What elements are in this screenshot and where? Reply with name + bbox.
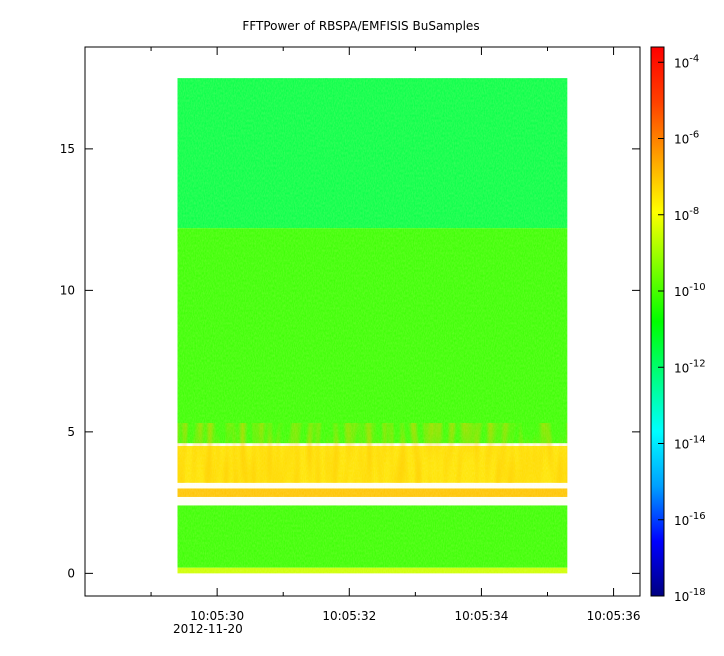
colorbar-tick-label: 10-8 xyxy=(674,206,699,223)
y-tick-label: 10 xyxy=(60,283,75,297)
x-tick-label: 10:05:32 xyxy=(322,609,376,623)
noise-texture xyxy=(177,78,568,574)
colorbar-tick-label: 10-6 xyxy=(674,130,699,147)
colorbar-tick-label: 10-4 xyxy=(674,53,699,70)
colorbar-tick-label: 10-18 xyxy=(674,587,706,604)
emission-texture xyxy=(177,423,568,483)
colorbar-frame xyxy=(650,46,665,597)
colorbar: 10-18 10-16 10-14 10-12 10-10 10-8 10-6 10-4 xyxy=(650,46,706,604)
y-axis: 0 5 10 15 xyxy=(60,142,640,580)
colorbar-tick-label: 10-12 xyxy=(674,358,706,375)
x-tick-label: 10:05:30 xyxy=(190,609,244,623)
colorbar-tick-label: 10-14 xyxy=(674,435,706,452)
colorbar-fill xyxy=(651,47,664,596)
x-date-label: 2012-11-20 xyxy=(173,622,243,636)
colorbar-tick-label: 10-16 xyxy=(674,511,706,528)
y-tick-label: 0 xyxy=(67,566,75,580)
x-axis: 10:05:30 10:05:32 10:05:34 10:05:36 xyxy=(150,47,641,623)
plot-area: 10:05:30 10:05:32 10:05:34 10:05:36 0 5 10 15 xyxy=(60,46,641,623)
spectrogram-image xyxy=(177,78,568,574)
y-tick-label: 15 xyxy=(60,142,75,156)
chart-title: FFTPower of RBSPA/EMFISIS BuSamples xyxy=(242,19,479,33)
x-tick-label: 10:05:34 xyxy=(454,609,508,623)
x-tick-label: 10:05:36 xyxy=(587,609,641,623)
y-tick-label: 5 xyxy=(67,425,75,439)
colorbar-tick-label: 10-10 xyxy=(674,282,706,299)
